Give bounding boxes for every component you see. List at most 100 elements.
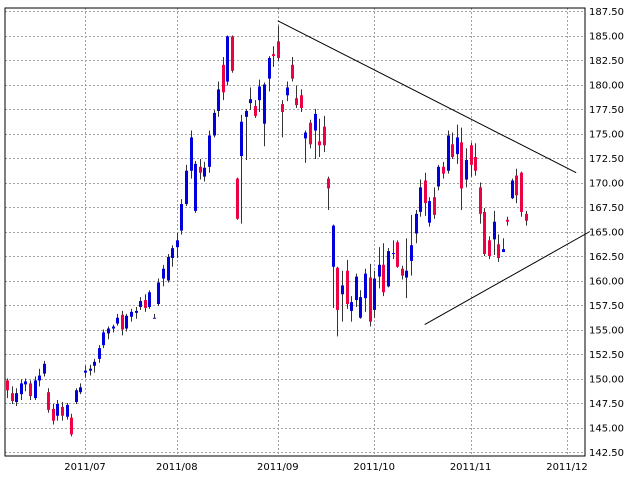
y-tick-label: 152.50 — [589, 350, 624, 361]
candle-body-down — [272, 54, 275, 57]
candle — [130, 308, 133, 322]
candle — [465, 148, 468, 188]
candle — [38, 368, 41, 387]
candle — [387, 248, 390, 288]
candle-body-up — [419, 187, 422, 212]
candle-body-up — [437, 166, 440, 187]
candle-body-down — [433, 197, 436, 215]
candle — [447, 130, 450, 174]
y-tick-label: 157.50 — [589, 301, 624, 312]
candle-body-up — [79, 387, 82, 393]
candle-body-down — [442, 166, 445, 174]
candle-body-up — [428, 201, 431, 223]
y-tick-label: 187.50 — [589, 7, 624, 18]
candle-body-down — [479, 187, 482, 214]
candle-body-down — [506, 219, 509, 222]
candle — [314, 109, 317, 159]
candle — [107, 326, 110, 340]
candle-body-down — [474, 157, 477, 171]
candle-body-down — [121, 314, 124, 330]
candle-body-down — [488, 240, 491, 256]
candle — [135, 306, 138, 319]
candle — [258, 79, 261, 112]
candle-body-up — [56, 403, 59, 416]
candle-body-up — [314, 113, 317, 131]
candle — [483, 207, 486, 256]
candle — [277, 25, 280, 61]
candle-body-down — [199, 166, 202, 173]
candle-body-down — [424, 180, 427, 204]
candle-body-up — [217, 89, 220, 111]
candle — [378, 247, 381, 289]
candle-body-down — [47, 392, 50, 410]
candle-body-up — [107, 328, 110, 334]
y-tick-label: 150.00 — [589, 375, 624, 386]
trendline-group — [277, 20, 591, 326]
candle-body-up — [493, 221, 496, 240]
y-tick-label: 162.50 — [589, 252, 624, 263]
candle-body-up — [157, 282, 160, 305]
candle — [93, 358, 96, 373]
candle — [263, 82, 266, 147]
candle — [116, 313, 119, 326]
candle — [281, 100, 284, 138]
candle-body-up — [263, 84, 266, 124]
candle-body-up — [84, 370, 87, 373]
candle-body-down — [300, 95, 303, 109]
candle — [254, 100, 257, 118]
candle — [217, 81, 220, 117]
candle-body-down — [231, 36, 234, 71]
candle — [369, 263, 372, 327]
candle-body-up — [112, 326, 115, 329]
candle — [268, 56, 271, 92]
candle-body-down — [515, 175, 518, 196]
candle — [470, 142, 473, 177]
candle-body-down — [346, 270, 349, 305]
candle-body-up — [185, 170, 188, 205]
candle-body-up — [75, 390, 78, 403]
candle — [43, 360, 46, 377]
candle-body-up — [162, 268, 165, 279]
x-axis-tick-labels: 2011/07 2011/08 2011/09 2011/10 2011/11 2011/… — [64, 462, 587, 473]
candle — [190, 130, 193, 179]
candle — [364, 268, 367, 312]
candle — [359, 290, 362, 319]
candle-body-up — [176, 240, 179, 248]
candle-body-down — [327, 178, 330, 189]
candle-body-down — [369, 277, 372, 322]
candle — [332, 224, 335, 308]
candle-body-up — [364, 273, 367, 299]
x-tick-label: 2011/07 — [64, 462, 106, 473]
candle — [66, 403, 69, 420]
candle — [79, 383, 82, 395]
candle — [29, 380, 32, 401]
candle-body-down — [520, 172, 523, 212]
candle — [437, 164, 440, 191]
y-tick-label: 142.50 — [589, 448, 624, 459]
candle — [424, 172, 427, 216]
candle — [56, 400, 59, 421]
candle-body-up — [194, 163, 197, 211]
candle-body-up — [415, 213, 418, 234]
candle-body-up — [38, 375, 41, 381]
plot-frame — [4, 7, 586, 457]
candle-body-down — [451, 144, 454, 158]
candle-body-down — [318, 141, 321, 146]
candle — [355, 273, 358, 307]
candle — [47, 388, 50, 413]
candle — [286, 81, 289, 102]
candle — [511, 178, 514, 200]
candle-body-down — [52, 408, 55, 421]
candle — [456, 124, 459, 164]
candle-body-up — [102, 332, 105, 346]
candle-body-down — [309, 122, 312, 145]
candle-body-down — [254, 106, 257, 116]
candle — [336, 266, 339, 337]
candle-body-up — [378, 264, 381, 277]
candle-body-up — [171, 248, 174, 258]
candle — [180, 199, 183, 235]
candle-body-up — [180, 204, 183, 231]
candle — [392, 240, 395, 259]
candle-body-up — [355, 276, 358, 301]
candle-body-up — [153, 317, 156, 319]
